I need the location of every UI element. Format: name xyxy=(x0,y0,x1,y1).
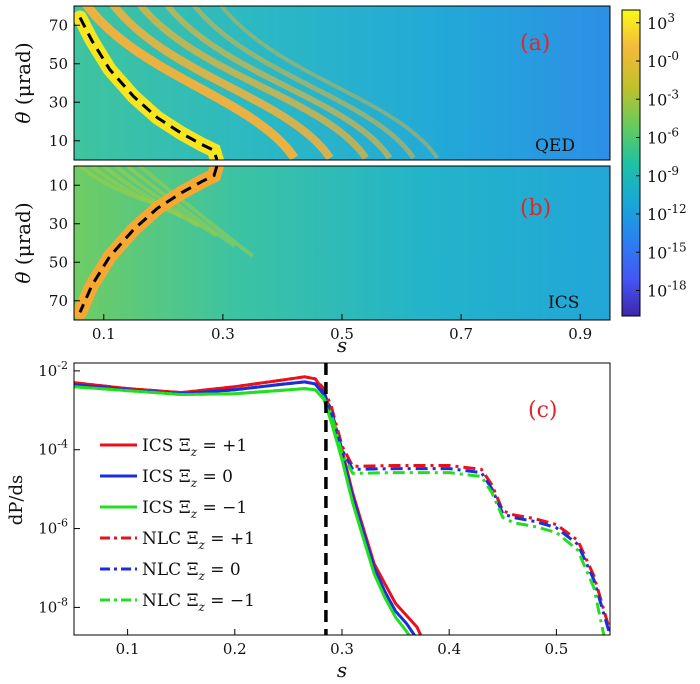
panel-c-xtick-label: 0.1 xyxy=(116,640,140,658)
panel-b-x-ticks: 0.1 0.3 0.5 0.7 0.9 xyxy=(92,314,592,343)
legend-label-3: ICS Ξz = −1 xyxy=(142,498,247,521)
panel-a-frame xyxy=(73,5,611,161)
panel-b-y-ticks: 10 30 50 70 xyxy=(49,176,80,310)
panel-b-ylabel: θ (μrad) xyxy=(11,202,35,283)
colorbar-tick-label: 103 xyxy=(647,11,675,33)
panel-b-corner-label: ICS xyxy=(548,293,579,313)
series-line-4 xyxy=(74,375,610,632)
panel-c-ytick-label: 10-6 xyxy=(38,517,68,538)
colorbar-tick-label: 10-15 xyxy=(647,240,687,262)
panel-c: 10-2 10-4 10-6 10-8 0.1 0.2 0.3 0.4 0.5 (c) dP/… xyxy=(6,359,611,682)
panel-c-tag: (c) xyxy=(528,398,558,423)
colorbar-tick-label: 10-6 xyxy=(647,126,679,148)
panel-b: 10 30 50 70 0.1 0.3 0.5 0.7 0.9 (b) ICS θ (μrad… xyxy=(11,165,611,357)
panel-a-ytick-label: 50 xyxy=(49,55,68,73)
fringe-band-a-5 xyxy=(218,6,439,160)
fringe-band-b-5 xyxy=(138,166,254,258)
panel-b-ytick-label: 10 xyxy=(49,176,68,194)
panel-b-xtick-label: 0.7 xyxy=(449,325,473,343)
colorbar-tick-label: 10-3 xyxy=(647,87,679,109)
heatmap-a-dashed-curve xyxy=(78,16,219,160)
panel-c-ytick-label: 10-4 xyxy=(38,438,68,459)
series-line-6 xyxy=(74,385,606,635)
fringe-band-a-1 xyxy=(109,6,334,160)
heatmap-a-fringes xyxy=(82,6,439,160)
legend-label-2: ICS Ξz = 0 xyxy=(142,467,233,490)
legend-label-4: NLC Ξz = +1 xyxy=(142,529,255,552)
fringe-band-a-4 xyxy=(191,6,416,160)
panel-a-ytick-label: 10 xyxy=(49,132,68,150)
panel-b-xlabel: s xyxy=(337,333,347,357)
series-line-5 xyxy=(74,380,610,635)
colorbar-tick-label: 10-9 xyxy=(647,164,679,186)
panel-c-xtick-label: 0.2 xyxy=(223,640,247,658)
panel-b-xtick-label: 0.5 xyxy=(330,325,354,343)
panel-c-ytick-label: 10-2 xyxy=(38,359,68,380)
panel-b-tag: (b) xyxy=(520,196,551,221)
panel-a-ytick-label: 30 xyxy=(49,93,68,111)
fringe-band-a-0 xyxy=(82,6,299,160)
panel-c-x-ticks: 0.1 0.2 0.3 0.4 0.5 xyxy=(116,629,568,658)
panel-c-background xyxy=(74,363,610,635)
panel-a-ylabel: θ (μrad) xyxy=(11,42,35,123)
fringe-band-b-2 xyxy=(102,166,201,228)
panel-b-xtick-label: 0.9 xyxy=(568,325,592,343)
panel-c-legend: ICS Ξz = +1 ICS Ξz = 0 ICS Ξz = −1 NLC Ξz =… xyxy=(100,436,255,614)
panel-b-xtick-label: 0.1 xyxy=(92,325,116,343)
panel-c-xlabel: s xyxy=(337,658,347,682)
fringe-band-b-3 xyxy=(114,166,219,238)
panel-b-ytick-label: 30 xyxy=(49,215,68,233)
panel-a-ytick-label: 70 xyxy=(49,16,68,34)
panel-a: 70 50 30 10 (a) QED θ (μrad) xyxy=(11,5,611,161)
panel-c-xtick-label: 0.3 xyxy=(330,640,354,658)
colorbar-tick-label: 10-0 xyxy=(647,49,679,71)
colorbar: 103 10-0 10-3 10-6 10-9 10-12 10-15 10-18 xyxy=(621,9,687,317)
fringe-band-a-2 xyxy=(136,6,369,160)
panel-c-lines xyxy=(74,375,610,635)
panel-c-xtick-label: 0.4 xyxy=(437,640,461,658)
panel-a-corner-label: QED xyxy=(535,136,575,156)
panel-b-ytick-label: 50 xyxy=(49,253,68,271)
panel-c-ytick-label: 10-8 xyxy=(38,595,68,616)
panel-b-xtick-label: 0.3 xyxy=(211,325,235,343)
panel-a-y-ticks: 70 50 30 10 xyxy=(49,16,80,150)
panel-c-y-ticks: 10-2 10-4 10-6 10-8 xyxy=(38,359,80,616)
legend-label-6: NLC Ξz = −1 xyxy=(142,591,255,614)
heatmap-b-dashed-curve xyxy=(78,166,219,313)
panel-b-ytick-label: 70 xyxy=(49,292,68,310)
fringe-band-a-3 xyxy=(164,6,393,160)
colorbar-ticks: 103 10-0 10-3 10-6 10-9 10-12 10-15 10-18 xyxy=(636,11,687,301)
legend-label-1: ICS Ξz = +1 xyxy=(142,436,247,459)
panel-a-tag: (a) xyxy=(520,31,550,56)
colorbar-gradient xyxy=(621,9,641,317)
colorbar-tick-label: 10-18 xyxy=(647,279,687,301)
colorbar-tick-label: 10-12 xyxy=(647,202,687,224)
panel-c-xtick-label: 0.5 xyxy=(544,640,568,658)
legend-label-5: NLC Ξz = 0 xyxy=(142,560,241,583)
panel-c-ylabel: dP/ds xyxy=(6,475,27,525)
